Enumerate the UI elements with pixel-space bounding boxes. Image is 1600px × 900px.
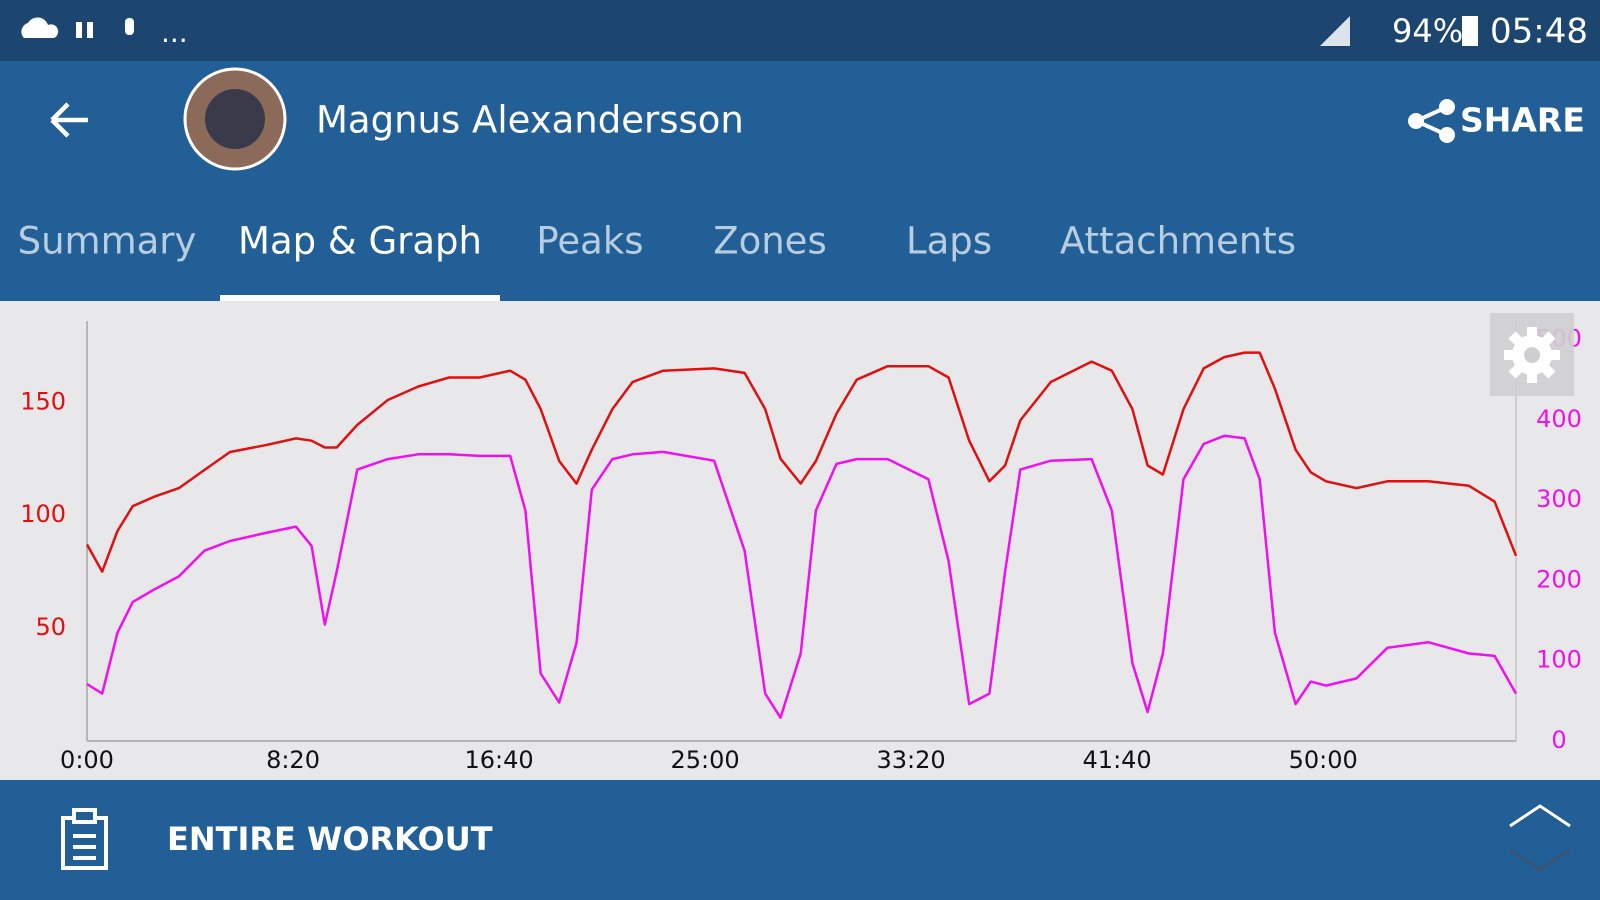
pause-icon	[87, 22, 93, 38]
signal-icon	[1320, 16, 1350, 46]
y-tick-label: 50	[35, 613, 66, 641]
battery-icon	[1462, 16, 1478, 46]
back-button[interactable]	[50, 102, 88, 138]
pause-icon	[76, 22, 82, 38]
clipboard-clip	[72, 808, 97, 824]
x-tick-label: 0:00	[60, 746, 114, 774]
tab[interactable]: Peaks	[536, 220, 643, 263]
tab[interactable]: Attachments	[1060, 220, 1296, 263]
x-tick-label: 25:00	[670, 746, 739, 774]
battery-percent: 94%	[1392, 12, 1463, 50]
plot: 0:00 8:20 16:40 25:00 33:20 41:40 50:00 50 100 15…	[20, 324, 1582, 774]
user-name: Magnus Alexandersson	[316, 99, 744, 142]
y2-tick-label: 100	[1536, 646, 1582, 674]
y2-tick-label: 400	[1536, 405, 1582, 433]
collapse-shadow	[1509, 849, 1571, 872]
x-tick-label: 50:00	[1289, 746, 1358, 774]
gear-hole	[1524, 347, 1540, 363]
chart-area	[0, 301, 1600, 780]
share-lines	[1411, 105, 1448, 137]
tab[interactable]: Summary	[18, 220, 197, 263]
gear-icon	[1504, 327, 1560, 383]
share-icon[interactable]	[1408, 99, 1455, 143]
workout-selector[interactable]: ENTIRE WORKOUT	[167, 820, 493, 858]
status-bar	[0, 0, 1600, 61]
y2-tick-label: 300	[1536, 485, 1582, 513]
tab[interactable]: Zones	[713, 220, 826, 263]
tab[interactable]: Map & Graph	[238, 220, 482, 263]
y2-tick-label: 200	[1536, 565, 1582, 593]
x-tick-label: 41:40	[1083, 746, 1152, 774]
series-line	[86, 434, 1518, 719]
cloud-icon	[21, 17, 59, 38]
bottom-bar	[0, 780, 1600, 900]
notification-more: ...	[161, 16, 188, 49]
share-button[interactable]: SHARE	[1460, 101, 1585, 140]
clipboard-icon	[61, 808, 108, 870]
x-tick-label: 16:40	[464, 746, 533, 774]
x-tick-label: 33:20	[877, 746, 946, 774]
active-tab-indicator	[220, 295, 500, 301]
y-tick-label: 150	[20, 387, 66, 415]
tab[interactable]: Laps	[906, 220, 992, 263]
y2-tick-label: 0	[1551, 726, 1566, 754]
y-tick-label: 100	[20, 500, 66, 528]
clock: 05:48	[1490, 12, 1588, 52]
tab-bar: Summary Map & Graph Peaks Zones Laps Attachme…	[18, 220, 1296, 301]
mic-icon	[125, 18, 134, 35]
avatar-detail	[205, 89, 265, 149]
expand-button[interactable]	[1509, 804, 1571, 828]
clipboard-lines	[73, 834, 96, 860]
series-line	[85, 351, 1518, 573]
x-tick-label: 8:20	[266, 746, 320, 774]
